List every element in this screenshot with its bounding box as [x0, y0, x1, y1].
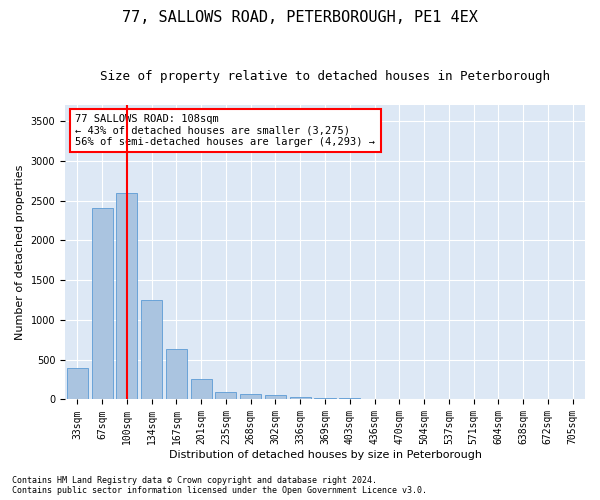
Bar: [240, 394, 261, 400]
Title: Size of property relative to detached houses in Peterborough: Size of property relative to detached ho…: [100, 70, 550, 83]
Bar: [265, 395, 286, 400]
Bar: [389, 399, 410, 400]
Bar: [339, 398, 360, 400]
Bar: [314, 398, 335, 400]
Bar: [166, 348, 187, 400]
Bar: [191, 379, 212, 400]
Bar: [67, 368, 88, 400]
Bar: [141, 300, 162, 400]
Text: Contains HM Land Registry data © Crown copyright and database right 2024.
Contai: Contains HM Land Registry data © Crown c…: [12, 476, 427, 495]
X-axis label: Distribution of detached houses by size in Peterborough: Distribution of detached houses by size …: [169, 450, 482, 460]
Bar: [92, 208, 113, 400]
Bar: [116, 192, 137, 400]
Y-axis label: Number of detached properties: Number of detached properties: [15, 164, 25, 340]
Text: 77 SALLOWS ROAD: 108sqm
← 43% of detached houses are smaller (3,275)
56% of semi: 77 SALLOWS ROAD: 108sqm ← 43% of detache…: [76, 114, 376, 147]
Text: 77, SALLOWS ROAD, PETERBOROUGH, PE1 4EX: 77, SALLOWS ROAD, PETERBOROUGH, PE1 4EX: [122, 10, 478, 25]
Bar: [364, 398, 385, 400]
Bar: [215, 392, 236, 400]
Bar: [290, 396, 311, 400]
